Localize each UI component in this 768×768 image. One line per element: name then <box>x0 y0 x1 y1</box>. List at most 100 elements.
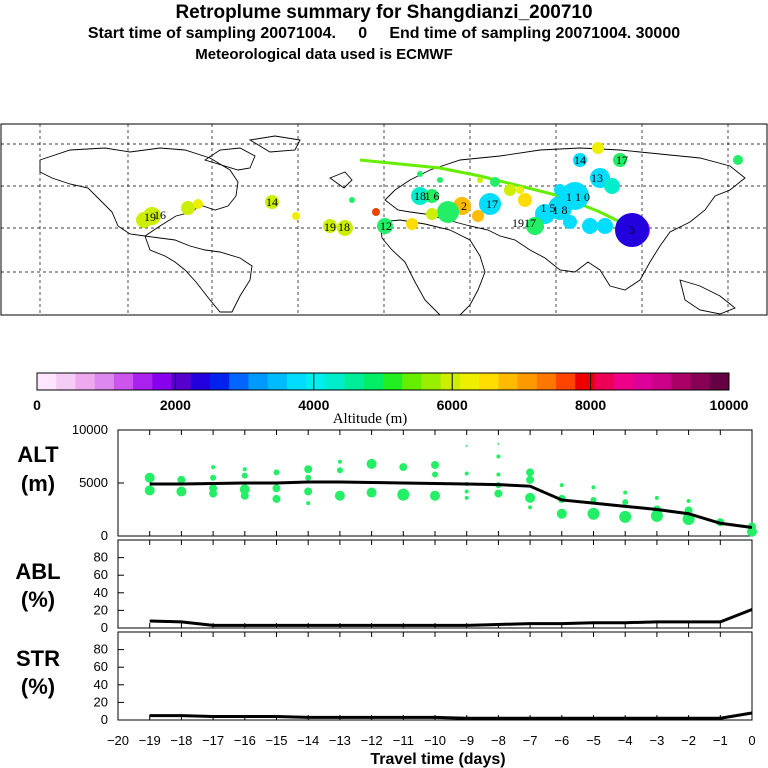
altitude-point <box>464 471 469 476</box>
plume-marker <box>181 201 195 215</box>
plume-marker <box>573 153 587 167</box>
altitude-point <box>654 495 659 500</box>
plume-marker <box>518 193 532 207</box>
colorbar-swatch <box>479 373 499 390</box>
colorbar-swatch <box>325 373 346 390</box>
altitude-point <box>177 475 186 484</box>
altitude-point <box>210 474 217 481</box>
plume-marker <box>437 177 443 183</box>
altitude-point <box>272 484 281 493</box>
altitude-point <box>650 509 663 522</box>
altitude-point <box>619 510 632 523</box>
plume-marker <box>411 187 429 205</box>
time-series-panels: 10000 5000 0 ALT (m) 80 60 40 20 0 ABL (%) 80 60 40 20 0… <box>15 422 757 748</box>
altitude-point <box>334 490 345 501</box>
plume-label: 1 5 <box>541 201 556 215</box>
colorbar-swatch <box>344 373 365 390</box>
altitude-point <box>686 499 691 504</box>
altitude-point <box>622 499 629 506</box>
altitude-point <box>272 494 281 503</box>
colorbar-tick-label: 8000 <box>575 397 606 413</box>
plume-label: 14 <box>574 153 586 167</box>
altitude-point <box>366 487 377 498</box>
x-tick-label: −6 <box>554 733 569 748</box>
altitude-point <box>305 474 312 481</box>
colorbar-swatch <box>498 373 519 390</box>
colorbar-swatch <box>709 373 730 390</box>
panel-str: 80 60 40 20 0 STR (%) <box>16 631 753 727</box>
y-tick-label: 80 <box>94 550 108 565</box>
release-site-marker <box>615 213 649 247</box>
plume-marker <box>490 177 500 187</box>
plume-marker <box>479 193 501 215</box>
y-tick-label: 10000 <box>72 422 108 437</box>
colorbar-swatch <box>210 373 230 390</box>
y-tick-label: 0 <box>101 620 108 635</box>
plume-marker <box>613 153 627 167</box>
colorbar-swatch <box>56 373 76 390</box>
plume-label: 13 <box>591 171 603 185</box>
panel-label: ABL <box>15 559 60 584</box>
altitude-point <box>144 485 155 496</box>
altitude-point <box>431 460 439 469</box>
colorbar-swatch <box>440 373 461 390</box>
mean-altitude-line <box>149 480 753 530</box>
y-tick-label: 20 <box>94 694 108 709</box>
panel-label: (m) <box>21 471 55 496</box>
panel-label: (%) <box>21 674 55 699</box>
altitude-point <box>747 526 757 537</box>
colorbar-swatch <box>690 373 711 390</box>
plume-label: 12 <box>380 219 392 233</box>
plume-marker <box>406 218 418 230</box>
altitude-point <box>306 501 311 506</box>
altitude-point <box>304 465 313 474</box>
x-tick-label: −2 <box>681 733 696 748</box>
plume-label: 18 <box>414 189 426 203</box>
colorbar-swatch <box>632 373 653 390</box>
x-tick-label: −12 <box>361 733 383 748</box>
altitude-point <box>559 483 564 488</box>
colorbar-swatch <box>421 373 442 390</box>
plume-path <box>359 158 637 232</box>
x-tick-label: −14 <box>297 733 319 748</box>
x-tick-label: −20 <box>107 733 129 748</box>
plume-label: 17 <box>486 197 498 211</box>
plume-marker <box>265 195 279 209</box>
colorbar-tick-label: 6000 <box>437 397 468 413</box>
x-tick-label: −3 <box>649 733 664 748</box>
colorbar-swatch <box>383 373 403 390</box>
x-tick-label: −15 <box>265 733 287 748</box>
colorbar-swatch <box>94 373 115 390</box>
plume-label: 1 8 <box>553 203 568 217</box>
altitude-point <box>240 491 249 500</box>
panel-frame <box>117 539 753 629</box>
colorbar-swatch <box>652 373 672 390</box>
altitude-point <box>587 507 600 520</box>
fraction-line <box>149 711 753 720</box>
sampling-period: Start time of sampling 20071004. 0 End t… <box>87 25 681 42</box>
y-tick-label: 40 <box>94 585 108 600</box>
plume-marker <box>592 142 604 154</box>
x-tick-label: −1 <box>713 733 728 748</box>
plume-marker <box>563 215 577 229</box>
altitude-point <box>304 487 313 496</box>
altitude-point <box>242 467 247 472</box>
x-tick-label: −10 <box>424 733 446 748</box>
coastlines <box>39 135 746 316</box>
plume-marker <box>437 201 459 223</box>
panel-label: ALT <box>17 442 59 467</box>
plume-marker <box>426 208 438 220</box>
x-tick-label: 0 <box>748 733 755 748</box>
colorbar-swatch <box>113 373 134 390</box>
x-tick-label: −17 <box>202 733 224 748</box>
altitude-point <box>526 468 535 477</box>
colorbar-swatch <box>613 373 634 390</box>
plume-marker <box>193 199 203 209</box>
y-tick-label: 20 <box>94 602 108 617</box>
x-tick-label: −4 <box>618 733 633 748</box>
colorbar-tick-label: 2000 <box>160 397 191 413</box>
panel-label: (%) <box>21 587 55 612</box>
plume-label: 1 6 <box>425 189 440 203</box>
plume-label: 17 <box>524 216 536 230</box>
